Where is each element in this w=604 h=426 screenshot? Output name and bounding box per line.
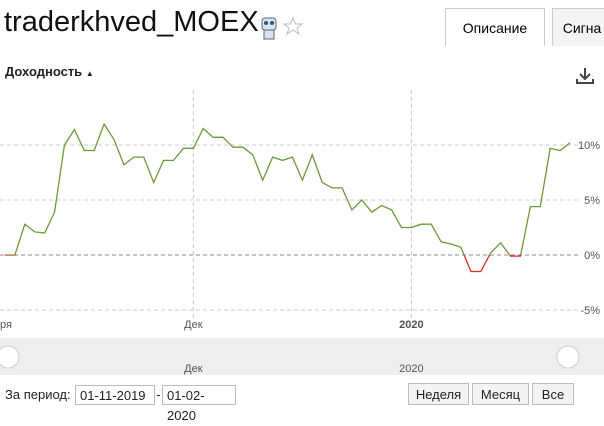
y-tick-label: 0%	[584, 250, 600, 262]
page: traderkhved_MOEX Описание Сигна Доходнос…	[0, 6, 604, 423]
period-label: За период:	[5, 387, 71, 402]
y-tick-label: 10%	[578, 140, 600, 152]
x-tick-label: ря	[0, 319, 12, 331]
navigator-label: 2020	[399, 363, 423, 375]
navigator-handle[interactable]	[0, 345, 20, 369]
tab[interactable]: Сигна	[552, 8, 604, 46]
title-icons	[261, 16, 304, 40]
navigator-label: Дек	[184, 363, 203, 375]
range-button[interactable]: Месяц	[472, 383, 529, 405]
navigator[interactable]	[0, 338, 604, 375]
chart-title-text: Доходность	[5, 64, 83, 79]
date-input[interactable]: 01-02-2020	[162, 385, 236, 423]
tab[interactable]: Описание	[445, 8, 545, 46]
separator: -	[156, 387, 161, 402]
chart: -5% 0% 5% 10% ря Дек Дек 2020 2020	[0, 90, 604, 375]
page-title: traderkhved_MOEX	[4, 6, 259, 38]
navigator-handle[interactable]	[556, 345, 580, 369]
x-tick-label: Дек	[184, 319, 203, 331]
line	[5, 122, 571, 255]
range-button[interactable]: Все	[532, 383, 574, 405]
y-tick-label: 5%	[584, 195, 600, 207]
range-button[interactable]: Неделя	[408, 383, 469, 405]
date-input[interactable]: 01-11-2019	[75, 385, 155, 405]
line-negative	[5, 255, 522, 273]
x-tick-label: 2020	[399, 319, 423, 331]
chart-title[interactable]: Доходность ▲	[5, 64, 94, 79]
download-icon[interactable]	[574, 66, 596, 86]
y-tick-label: -5%	[580, 305, 600, 317]
